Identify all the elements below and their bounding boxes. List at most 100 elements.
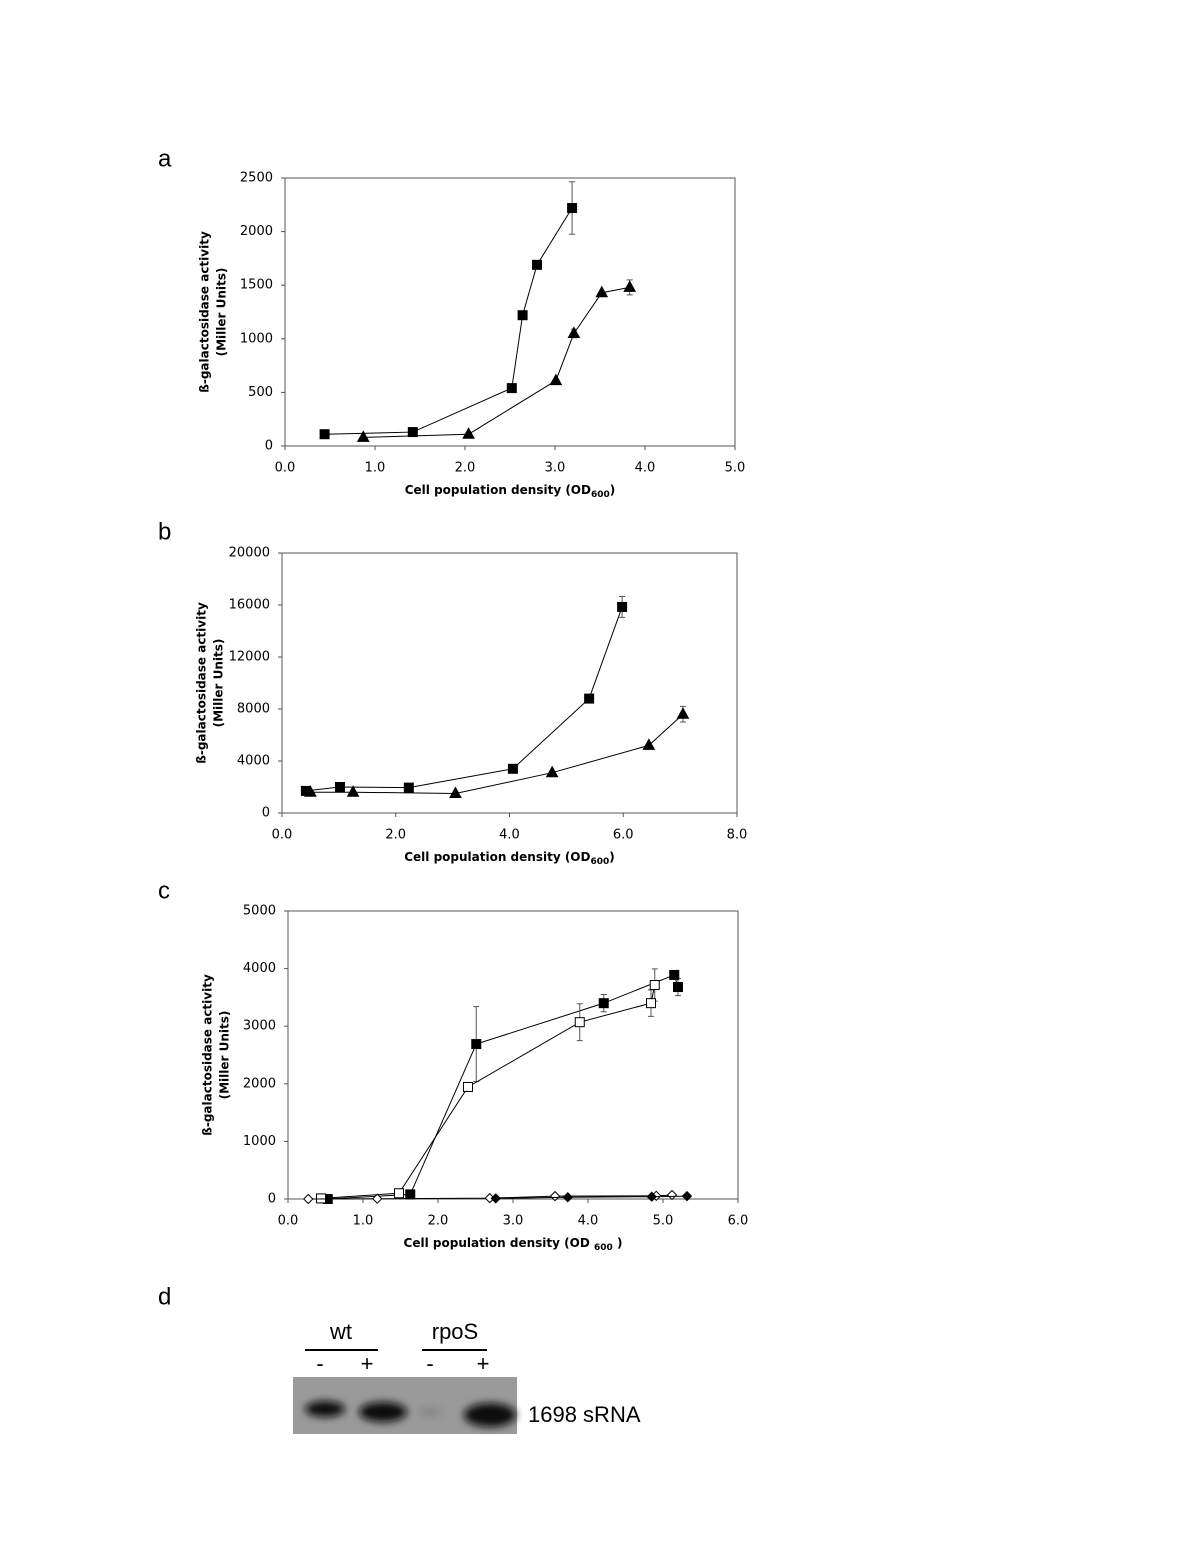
series-line — [495, 1195, 688, 1199]
marker — [549, 373, 563, 386]
x-axis-label-sub: 600 — [594, 1243, 613, 1253]
y-axis-label: ß-galactosidase activity — [201, 974, 215, 1136]
marker — [666, 1189, 678, 1201]
y-axis-label: (Miller Units) — [212, 639, 226, 728]
series-line — [327, 974, 679, 1200]
marker — [403, 782, 414, 793]
marker — [471, 1039, 482, 1050]
y-tick-label: 2000 — [240, 224, 273, 239]
x-tick-label: 2.0 — [385, 828, 406, 843]
marker — [346, 785, 360, 797]
y-tick-label: 0 — [265, 439, 273, 454]
x-tick-label: 2.0 — [428, 1214, 449, 1229]
lane-label: - — [426, 1351, 433, 1376]
series-line — [310, 713, 684, 795]
y-axis-label: (Miller Units) — [215, 268, 229, 357]
y-tick-label: 8000 — [237, 702, 270, 717]
marker — [574, 1017, 585, 1028]
marker — [449, 786, 462, 798]
series-line — [320, 984, 656, 1199]
marker — [595, 285, 609, 298]
marker — [584, 693, 595, 704]
y-tick-label: 2500 — [240, 171, 273, 186]
marker — [304, 785, 317, 797]
marker — [517, 310, 528, 321]
marker — [303, 1193, 314, 1205]
x-axis-label: Cell population density (OD600) — [404, 850, 615, 867]
group-label: rpoS — [432, 1319, 478, 1344]
x-tick-label: 6.0 — [613, 828, 634, 843]
marker — [463, 1081, 473, 1092]
marker — [617, 601, 628, 612]
y-tick-label: 0 — [268, 1192, 276, 1207]
marker — [490, 1193, 501, 1204]
y-axis-label: (Miller Units) — [218, 1011, 232, 1100]
marker — [567, 203, 578, 214]
x-tick-label: 0.0 — [278, 1214, 299, 1229]
x-axis-label-end: ) — [610, 483, 615, 497]
plot-frame — [281, 552, 738, 814]
lane-label: + — [361, 1351, 374, 1376]
marker — [562, 1192, 573, 1203]
x-tick-label: 5.0 — [653, 1214, 674, 1229]
x-axis-label-sub: 600 — [590, 857, 609, 867]
marker — [405, 1189, 416, 1200]
panel-letter: c — [158, 877, 170, 904]
marker — [669, 969, 680, 980]
marker — [356, 430, 370, 442]
blot-band — [418, 1407, 442, 1417]
x-axis-label: Cell population density (OD600) — [405, 483, 616, 500]
x-axis-label-end: ) — [609, 850, 614, 864]
marker — [549, 1190, 561, 1202]
blot-band — [305, 1401, 345, 1417]
lane-label: - — [316, 1351, 323, 1376]
plot-frame — [287, 910, 739, 1200]
x-tick-label: 3.0 — [503, 1214, 524, 1229]
band-label: 1698 sRNA — [528, 1402, 641, 1427]
y-tick-label: 12000 — [229, 650, 270, 665]
y-tick-label: 16000 — [229, 598, 270, 613]
marker — [646, 998, 656, 1009]
series-line — [324, 207, 573, 435]
marker — [681, 1190, 693, 1202]
marker — [598, 998, 609, 1009]
panel-letter: d — [158, 1283, 171, 1310]
blot-band — [359, 1402, 407, 1422]
plot-frame — [284, 177, 736, 447]
x-tick-label: 4.0 — [578, 1214, 599, 1229]
x-axis-label-text: Cell population density (OD — [404, 1236, 594, 1250]
x-tick-label: 5.0 — [725, 461, 746, 476]
marker — [646, 1191, 657, 1202]
group-label: wt — [329, 1319, 352, 1344]
marker — [335, 782, 346, 792]
marker — [545, 765, 559, 778]
marker — [623, 280, 637, 292]
x-tick-label: 0.0 — [275, 461, 296, 476]
x-tick-label: 1.0 — [365, 461, 386, 476]
y-tick-label: 1000 — [240, 331, 273, 346]
marker — [567, 326, 581, 338]
marker — [316, 1193, 326, 1204]
x-axis-label-end: ) — [613, 1236, 623, 1250]
series-line — [363, 286, 630, 438]
y-tick-label: 20000 — [229, 546, 270, 561]
marker — [319, 429, 330, 440]
y-tick-label: 5000 — [243, 904, 276, 919]
x-axis-label-text: Cell population density (OD — [404, 850, 590, 864]
y-tick-label: 3000 — [243, 1019, 276, 1034]
series-line — [305, 606, 623, 792]
lane-label: + — [477, 1351, 490, 1376]
y-axis-label: ß-galactosidase activity — [195, 602, 209, 764]
x-axis-label-text: Cell population density (OD — [405, 483, 591, 497]
blot-band — [464, 1403, 516, 1427]
x-axis-label-sub: 600 — [591, 490, 610, 500]
marker — [649, 980, 660, 991]
x-tick-label: 3.0 — [545, 461, 566, 476]
x-tick-label: 0.0 — [272, 828, 293, 843]
panel-letter: a — [158, 145, 172, 172]
y-tick-label: 4000 — [243, 961, 276, 976]
y-tick-label: 1000 — [243, 1134, 276, 1149]
marker — [507, 763, 518, 774]
